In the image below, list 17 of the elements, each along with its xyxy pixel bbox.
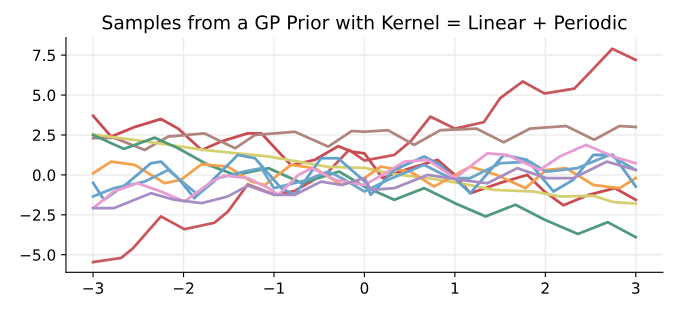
x-tick-label: −1 <box>264 282 284 294</box>
line-series <box>92 160 638 210</box>
x-tick-label: 3 <box>632 282 640 294</box>
y-tick-label: −2.5 <box>20 209 55 221</box>
chart-title: Samples from a GP Prior with Kernel = Linear + Periodic <box>102 14 626 34</box>
y-tick-label: −5.0 <box>20 249 56 261</box>
line-series <box>92 143 638 210</box>
x-tick-label: 1 <box>452 282 458 294</box>
y-tick-label: 0.0 <box>32 169 56 181</box>
x-tick-label: 2 <box>542 282 549 294</box>
x-tick-label: 0 <box>360 282 368 294</box>
x-tick-label: −3 <box>83 282 104 294</box>
y-tick-label: 7.5 <box>33 50 55 62</box>
x-tick-label: −2 <box>174 282 194 294</box>
y-tick-label: 5.0 <box>33 90 56 102</box>
y-tick-label: 2.5 <box>33 129 55 141</box>
line-series <box>92 124 638 152</box>
